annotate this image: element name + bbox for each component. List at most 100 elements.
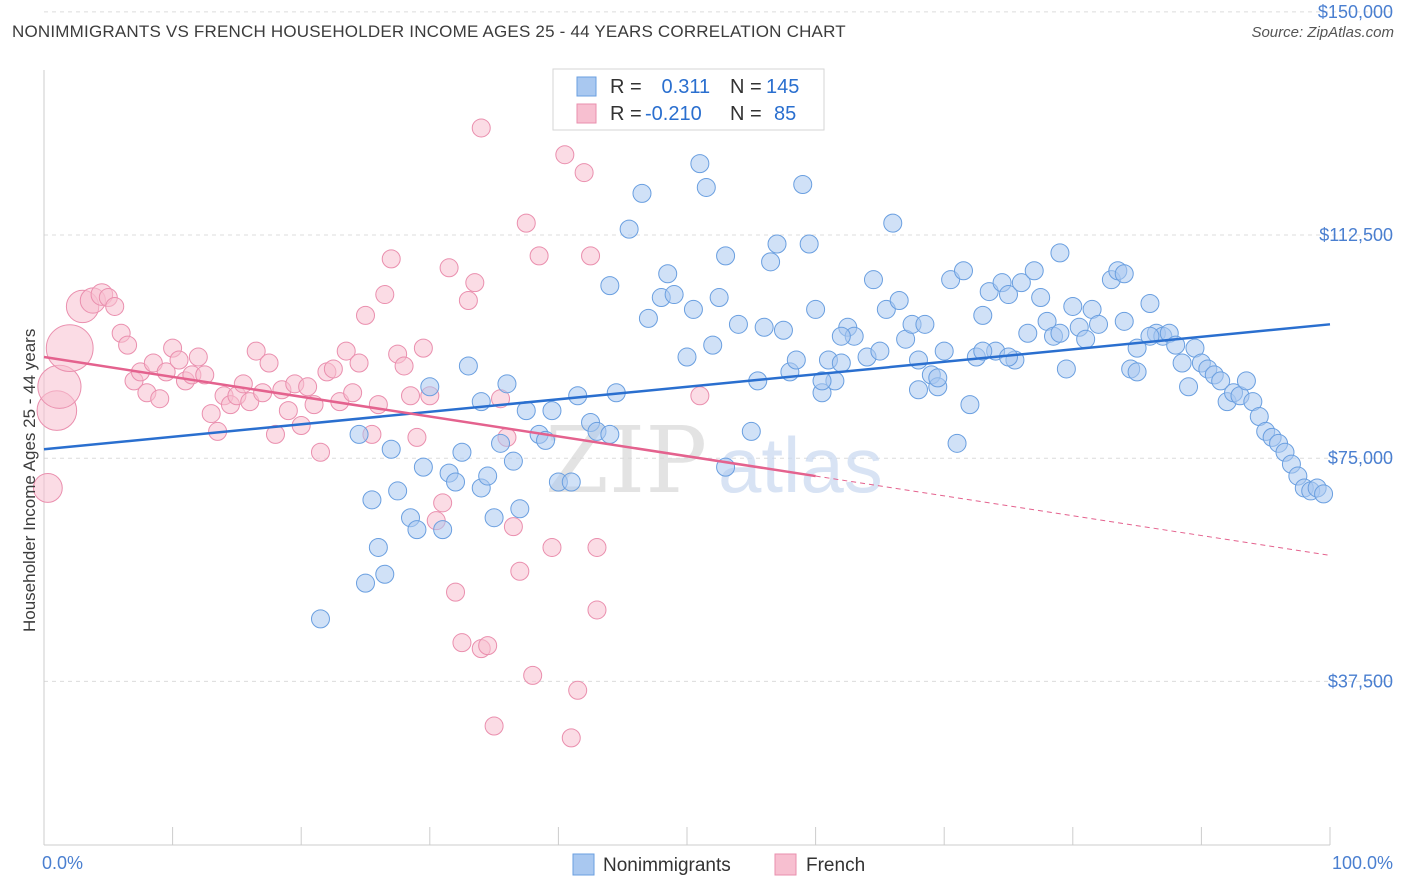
nonimmigrant-point bbox=[690, 154, 710, 174]
nonimmigrant-point bbox=[1050, 323, 1070, 343]
nonimmigrant-point bbox=[349, 424, 369, 444]
bottom-legend-label-french: French bbox=[806, 855, 865, 876]
legend-r-value-1: 0.311 bbox=[656, 76, 710, 98]
nonimmigrant-point bbox=[433, 520, 453, 540]
nonimmigrant-point bbox=[420, 377, 440, 397]
nonimmigrant-point bbox=[491, 433, 511, 453]
nonimmigrant-point bbox=[728, 314, 748, 334]
nonimmigrant-point bbox=[754, 317, 774, 337]
french-point bbox=[561, 728, 581, 748]
y-tick-label: $150,000 bbox=[1318, 2, 1393, 22]
french-point bbox=[246, 341, 266, 361]
french-point bbox=[555, 145, 575, 165]
french-point bbox=[484, 716, 504, 736]
nonimmigrant-point bbox=[709, 288, 729, 308]
french-point bbox=[105, 296, 125, 316]
x-tick-label-min: 0.0% bbox=[42, 853, 83, 873]
nonimmigrant-point bbox=[934, 341, 954, 361]
french-point bbox=[471, 118, 491, 138]
nonimmigrant-point bbox=[1236, 371, 1256, 391]
french-point bbox=[356, 305, 375, 325]
nonimmigrant-point bbox=[1211, 371, 1231, 391]
nonimmigrant-point bbox=[1011, 273, 1031, 293]
nonimmigrant-point bbox=[947, 433, 967, 453]
french-point bbox=[343, 383, 363, 403]
french-point bbox=[523, 665, 543, 685]
x-tick-label-max: 100.0% bbox=[1332, 853, 1393, 873]
nonimmigrant-point bbox=[458, 356, 478, 376]
nonimmigrant-point bbox=[703, 335, 723, 355]
french-point bbox=[503, 517, 523, 537]
nonimmigrant-point bbox=[503, 451, 523, 471]
y-tick-label: $37,500 bbox=[1328, 671, 1393, 691]
french-point bbox=[150, 389, 170, 409]
watermark-zip: ZIP bbox=[545, 407, 707, 514]
legend-n-value-1: 145 bbox=[766, 76, 799, 98]
french-point bbox=[323, 359, 343, 379]
nonimmigrant-point bbox=[999, 285, 1018, 305]
nonimmigrant-point bbox=[1114, 264, 1134, 284]
y-tick-labels: $37,500 $75,000 $112,500 $150,000 bbox=[1318, 2, 1393, 691]
nonimmigrant-point bbox=[388, 481, 408, 501]
nonimmigrant-point bbox=[516, 401, 536, 421]
french-point bbox=[433, 493, 453, 513]
nonimmigrant-point bbox=[953, 261, 973, 281]
nonimmigrant-point bbox=[497, 374, 517, 394]
french-point bbox=[478, 636, 498, 656]
french-point bbox=[568, 680, 588, 700]
bottom-legend-swatch-french bbox=[774, 853, 797, 876]
nonimmigrant-point bbox=[767, 234, 787, 254]
nonimmigrant-point bbox=[831, 326, 851, 346]
nonimmigrant-point bbox=[381, 439, 401, 459]
nonimmigrant-point bbox=[696, 177, 716, 197]
nonimmigrant-point bbox=[1076, 329, 1096, 349]
french-point bbox=[581, 246, 601, 266]
nonimmigrant-point bbox=[1056, 359, 1076, 379]
nonimmigrant-point bbox=[375, 564, 395, 584]
nonimmigrant-point bbox=[908, 350, 928, 370]
nonimmigrant-point bbox=[484, 508, 504, 528]
nonimmigrant-point bbox=[677, 347, 697, 367]
french-point bbox=[529, 246, 549, 266]
french-point bbox=[32, 473, 63, 503]
y-tick-label: $75,000 bbox=[1328, 448, 1393, 468]
y-axis-title: Householder Income Ages 25 - 44 years bbox=[20, 329, 39, 632]
source-label: Source: ZipAtlas.com bbox=[1251, 24, 1394, 41]
nonimmigrant-point bbox=[600, 424, 620, 444]
french-point bbox=[401, 386, 421, 406]
french-point bbox=[516, 213, 536, 233]
nonimmigrant-point bbox=[1018, 323, 1038, 343]
nonimmigrant-point bbox=[683, 299, 703, 319]
nonimmigrant-point bbox=[1314, 484, 1334, 504]
french-point bbox=[37, 364, 82, 409]
trend-lines bbox=[43, 323, 1331, 556]
nonimmigrant-point bbox=[761, 252, 781, 272]
french-point bbox=[690, 386, 710, 406]
french-point bbox=[201, 404, 221, 424]
nonimmigrant-point bbox=[600, 276, 620, 296]
nonimmigrant-point bbox=[632, 183, 652, 203]
french-point bbox=[413, 338, 433, 358]
legend-box: R = 0.311 N = 145 R = -0.210 N = 85 bbox=[552, 68, 825, 131]
french-point bbox=[458, 291, 478, 311]
nonimmigrant-point bbox=[478, 466, 498, 486]
nonimmigrant-point bbox=[960, 395, 980, 415]
french-point bbox=[439, 258, 459, 278]
french-point bbox=[574, 163, 594, 183]
nonimmigrant-point bbox=[915, 314, 935, 334]
legend-r-label-2: R = bbox=[610, 103, 642, 125]
nonimmigrant-point bbox=[310, 609, 330, 629]
nonimmigrant-point bbox=[799, 234, 819, 254]
french-point bbox=[375, 285, 395, 305]
french-point bbox=[394, 356, 414, 376]
french-point bbox=[118, 335, 138, 355]
french-point bbox=[407, 427, 427, 447]
french-point bbox=[259, 353, 279, 373]
bottom-legend-swatch-nonimmigrants bbox=[572, 853, 595, 876]
chart-title: NONIMMIGRANTS VS FRENCH HOUSEHOLDER INCO… bbox=[12, 22, 846, 41]
nonimmigrant-point bbox=[452, 442, 472, 462]
nonimmigrant-point bbox=[619, 219, 639, 239]
nonimmigrant-point bbox=[741, 421, 761, 441]
bottom-legend: Nonimmigrants French bbox=[572, 853, 865, 876]
